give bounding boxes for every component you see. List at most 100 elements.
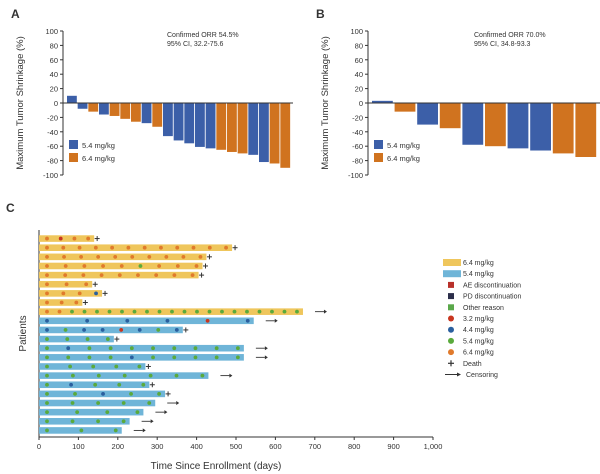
dose-marker	[159, 245, 163, 250]
dose-marker	[82, 328, 86, 332]
dose-marker	[57, 309, 62, 314]
legend-swatch	[448, 281, 454, 288]
dose-marker	[191, 245, 196, 250]
dose-marker	[108, 355, 113, 360]
y-tick-label: -60	[47, 142, 58, 151]
dose-marker	[122, 373, 127, 378]
dose-marker	[270, 309, 274, 314]
dose-marker	[45, 410, 49, 415]
dose-marker	[114, 364, 119, 369]
dose-marker	[77, 245, 82, 250]
dose-marker	[141, 382, 146, 387]
dose-marker	[148, 373, 153, 378]
dose-marker	[138, 264, 143, 268]
dose-marker	[66, 346, 71, 351]
dose-marker	[121, 419, 126, 424]
dose-marker	[154, 273, 159, 278]
dose-marker	[66, 355, 71, 360]
dose-marker	[58, 236, 63, 241]
dose-marker	[172, 355, 177, 360]
y-tick-label: 100	[350, 27, 363, 36]
censor-arrowhead	[264, 355, 268, 360]
dose-marker	[220, 309, 224, 314]
dose-marker	[70, 309, 74, 314]
y-tick-label: -20	[47, 113, 58, 122]
dose-marker	[129, 346, 134, 351]
dose-marker	[64, 282, 69, 287]
bar	[462, 103, 484, 145]
bar	[575, 103, 597, 157]
legend-swatch	[448, 337, 454, 344]
dose-marker	[45, 419, 49, 424]
bar	[216, 103, 227, 150]
ci-annotation: 95% CI, 34.8-93.3	[474, 41, 531, 48]
dose-marker	[79, 428, 84, 433]
dose-marker	[193, 346, 198, 351]
x-tick-label: 300	[151, 442, 164, 451]
bar	[530, 103, 551, 151]
dose-marker	[235, 355, 240, 360]
bar	[88, 103, 99, 112]
x-tick-label: 0	[37, 442, 41, 451]
dose-marker	[205, 318, 210, 323]
y-tick-label: -20	[352, 113, 363, 122]
dose-marker	[119, 264, 124, 268]
dose-marker	[45, 364, 49, 369]
dose-marker	[65, 337, 70, 341]
dose-marker	[96, 401, 101, 405]
dose-marker	[181, 254, 186, 259]
legend-swatch	[448, 304, 454, 311]
dose-marker	[193, 355, 198, 360]
bar	[173, 103, 184, 141]
dose-marker	[107, 309, 112, 314]
dose-marker	[120, 309, 124, 314]
y-tick-label: -80	[47, 157, 58, 166]
dose-marker	[68, 364, 72, 369]
y-tick-label: 0	[54, 99, 58, 108]
dose-marker	[157, 264, 162, 268]
dose-marker	[214, 346, 219, 351]
bar	[248, 103, 259, 155]
dose-marker	[125, 318, 130, 323]
dose-marker	[82, 309, 87, 314]
dose-marker	[79, 254, 83, 259]
dose-marker	[82, 264, 87, 268]
dose-marker	[214, 355, 219, 360]
bar	[131, 103, 141, 122]
legend-label: PD discontinuation	[463, 294, 521, 301]
bar	[120, 103, 131, 119]
dose-marker	[96, 373, 101, 378]
patient-bar	[39, 253, 207, 261]
dose-marker	[147, 401, 152, 405]
dose-marker	[45, 309, 49, 314]
dose-marker	[77, 291, 82, 296]
patient-bar	[39, 354, 244, 361]
y-tick-label: 40	[355, 70, 363, 79]
dose-marker	[232, 309, 237, 314]
panel-letter: C	[6, 201, 15, 215]
legend-swatch	[448, 349, 454, 356]
dose-marker	[117, 382, 122, 387]
censor-arrowhead	[323, 309, 327, 314]
y-tick-label: 80	[355, 41, 363, 50]
dose-marker	[45, 264, 49, 268]
bar	[259, 103, 269, 163]
dose-marker	[195, 309, 199, 314]
dose-marker	[45, 382, 49, 387]
dose-marker	[257, 309, 262, 314]
y-tick-label: 20	[50, 85, 58, 94]
dose-marker	[63, 273, 68, 278]
dose-marker	[135, 410, 140, 415]
panel-c: C 0 100 200 300 400 500 600 700 800 900 1,000 Time S…	[6, 201, 521, 472]
legend-label: 4.4 mg/kg	[463, 327, 494, 334]
censor-arrowhead	[274, 318, 278, 323]
legend-label: 3.2 mg/kg	[463, 316, 494, 323]
dose-marker	[172, 346, 177, 351]
legend-swatch	[374, 153, 383, 162]
x-tick-label: 1,000	[424, 442, 443, 451]
dose-marker	[63, 328, 68, 332]
dose-marker	[170, 309, 174, 314]
censor-arrowhead	[264, 346, 268, 351]
patient-bar	[39, 418, 130, 425]
dose-marker	[73, 391, 77, 396]
